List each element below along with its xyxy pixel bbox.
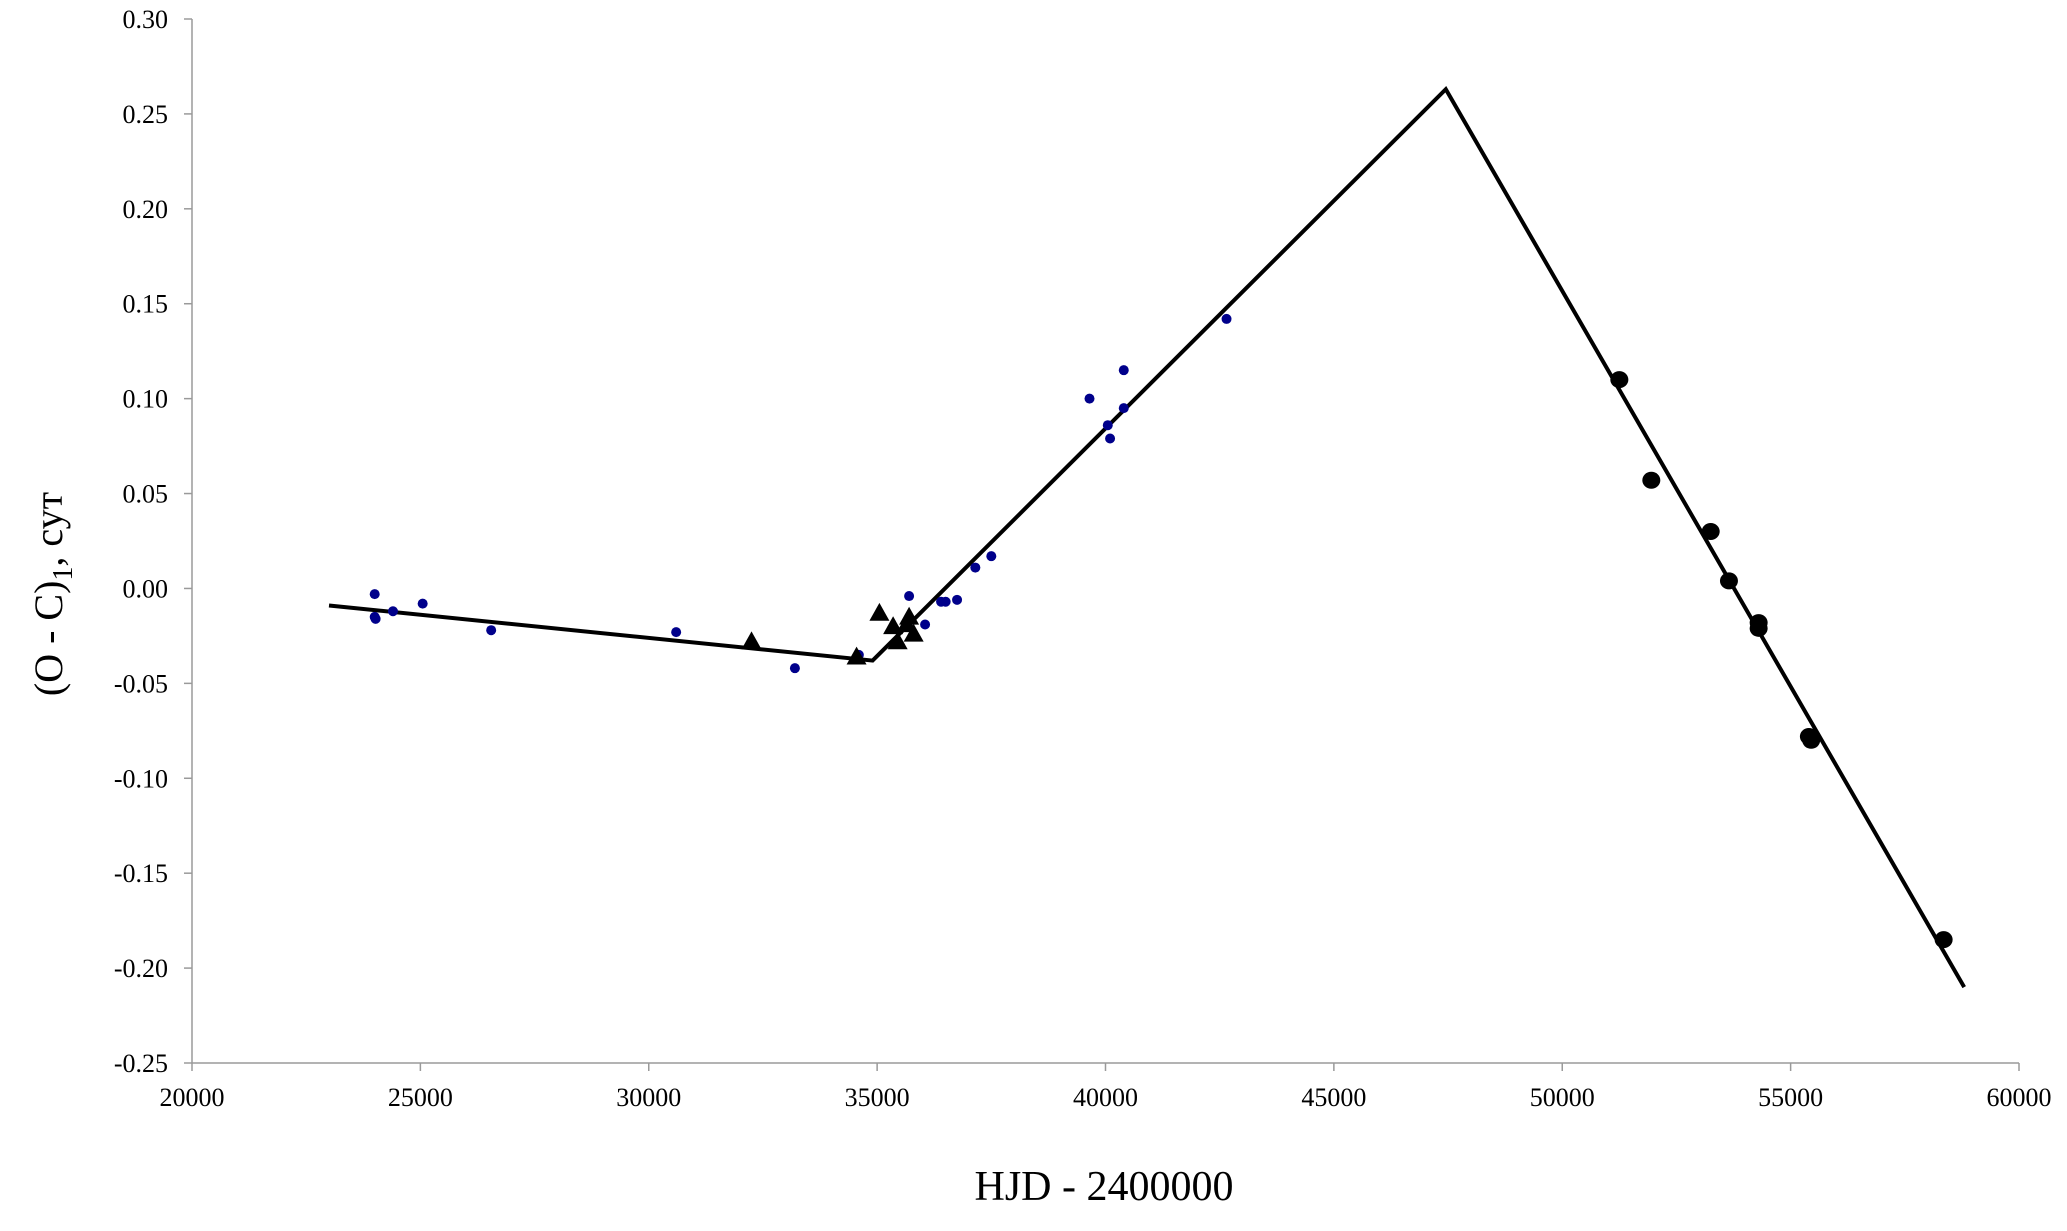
x-tick-label: 30000	[616, 1083, 681, 1112]
small-dot-point	[1118, 403, 1129, 414]
triangle-point	[883, 616, 904, 635]
y-axis-title-subscript: 1	[48, 567, 79, 581]
large-dot-point	[1802, 731, 1821, 749]
x-tick-group: 20000 25000 30000 35000 40000 45000 50000 55000…	[160, 1063, 2052, 1112]
triangle-point	[869, 602, 890, 621]
large-dot-point	[1642, 471, 1661, 489]
x-tick-label: 60000	[1987, 1083, 2052, 1112]
small-dot-point	[417, 598, 428, 609]
small-dot-point	[671, 627, 682, 638]
triangle-point	[899, 606, 920, 625]
y-axis-title-suffix: , сут	[26, 492, 71, 567]
large-dot-point	[1610, 371, 1629, 389]
small-dot-point	[1102, 420, 1113, 431]
x-tick-label: 50000	[1530, 1083, 1595, 1112]
series-group	[328, 85, 1966, 989]
x-tick-label: 55000	[1758, 1083, 1823, 1112]
triangle-point	[887, 631, 908, 650]
large-dot-point	[1934, 931, 1953, 949]
y-tick-label: 0.15	[123, 290, 169, 319]
x-tick-label: 35000	[845, 1083, 910, 1112]
large-dot-point	[1719, 572, 1738, 590]
y-axis-title: (O - C)1, сут	[26, 492, 79, 696]
y-tick-label: 0.00	[123, 574, 169, 603]
x-tick-label: 20000	[160, 1083, 225, 1112]
small-dot-point	[1221, 313, 1232, 324]
large-dot-point	[1749, 619, 1768, 637]
y-tick-group: -0.25 -0.20 -0.15 -0.10 -0.05 0.00 0.05 0.10 0.1…	[114, 5, 192, 1078]
x-tick-label: 40000	[1073, 1083, 1138, 1112]
y-axis-title-main: (O - C)	[26, 581, 71, 697]
small-dot-point	[1084, 393, 1095, 404]
small-dot-point	[369, 589, 380, 600]
small-dot-point	[940, 596, 951, 607]
triangle-point	[903, 623, 924, 642]
x-tick-label: 45000	[1301, 1083, 1366, 1112]
y-tick-label: 0.30	[123, 5, 169, 34]
triangle-point	[741, 631, 762, 650]
axes	[191, 19, 2019, 1064]
y-tick-label: -0.15	[114, 859, 168, 888]
small-dot-point	[986, 551, 997, 562]
triangle-point	[846, 646, 867, 665]
small-dot-point	[970, 562, 981, 573]
x-tick-label: 25000	[388, 1083, 453, 1112]
x-axis-title: HJD - 2400000	[975, 1164, 1234, 1210]
y-tick-label: 0.05	[123, 480, 169, 509]
y-tick-label: -0.10	[114, 764, 168, 793]
small-dot-point	[370, 613, 381, 624]
small-dot-point	[952, 594, 963, 605]
y-tick-label: 0.10	[123, 385, 169, 414]
y-tick-label: -0.05	[114, 669, 168, 698]
small-dot-point	[920, 619, 931, 630]
large-dot-point	[1701, 523, 1720, 541]
small-dot-point	[486, 625, 497, 636]
small-dot-point	[789, 663, 800, 674]
y-tick-label: -0.20	[114, 954, 168, 983]
small-dot-point	[1105, 433, 1116, 444]
y-tick-label: -0.25	[114, 1049, 168, 1078]
y-tick-label: 0.20	[123, 195, 169, 224]
trend-line	[328, 85, 1966, 989]
y-tick-label: 0.25	[123, 100, 169, 129]
small-dot-point	[1118, 365, 1129, 376]
small-dot-point	[387, 606, 398, 617]
small-dot-point	[904, 591, 915, 602]
